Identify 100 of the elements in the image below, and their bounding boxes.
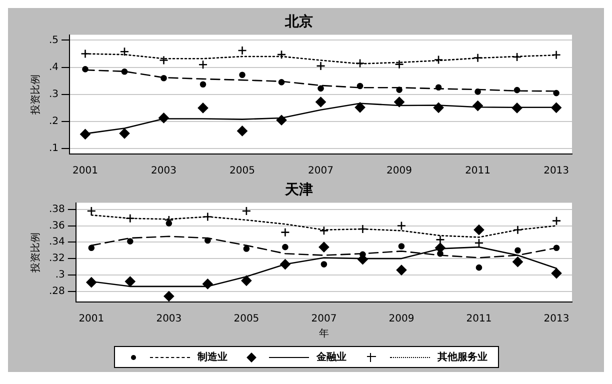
point: [436, 235, 445, 244]
point: [316, 96, 326, 108]
y-tick-label: .5: [48, 34, 59, 46]
point: [158, 112, 169, 124]
point: [237, 126, 248, 136]
point: [396, 221, 406, 230]
point: [356, 82, 364, 90]
y-tick-label: .34: [48, 236, 65, 248]
y-axis-title: 投资比例: [30, 74, 42, 116]
point: [320, 261, 328, 268]
point: [472, 100, 483, 111]
point: [164, 291, 174, 302]
point: [280, 259, 290, 270]
point: [88, 244, 95, 252]
point: [202, 278, 213, 290]
point: [278, 79, 285, 86]
point: [238, 46, 247, 56]
point: [473, 53, 482, 62]
x-tick-label: 2001: [78, 314, 104, 325]
point: [86, 277, 97, 288]
point: [241, 276, 252, 286]
point: [80, 129, 90, 140]
point: [355, 58, 365, 68]
point: [280, 228, 290, 237]
x-axis-title: 年: [318, 328, 329, 340]
x-tick-label: 2013: [544, 166, 570, 177]
point: [396, 264, 407, 276]
y-tick-label: .4: [48, 62, 59, 73]
point: [476, 264, 482, 271]
point: [119, 128, 130, 139]
point: [200, 81, 206, 88]
y-tick-label: .36: [48, 220, 65, 232]
point: [358, 224, 368, 234]
x-tick-label: 2003: [151, 166, 176, 177]
point: [126, 214, 135, 224]
x-tick-label: 2013: [544, 314, 570, 325]
point: [243, 246, 250, 252]
x-tick-label: 2005: [230, 166, 255, 177]
x-tick-label: 2001: [72, 166, 98, 177]
y-tick-label: .3: [55, 270, 65, 281]
x-tick-label: 2009: [386, 166, 412, 177]
point: [437, 250, 444, 257]
point: [512, 102, 522, 114]
point: [316, 61, 326, 71]
point: [276, 50, 286, 60]
point: [276, 114, 287, 126]
chart-title: 天津: [284, 182, 313, 198]
y-tick-label: .2: [48, 116, 59, 128]
point: [512, 52, 522, 62]
point: [474, 88, 481, 95]
point: [282, 244, 288, 250]
point: [553, 244, 560, 252]
point: [318, 85, 324, 92]
point: [239, 72, 246, 78]
point: [203, 212, 212, 222]
x-tick-label: 2005: [234, 314, 260, 325]
point: [121, 68, 128, 75]
x-tick-label: 2007: [308, 166, 334, 177]
point: [125, 276, 136, 287]
y-tick-label: .1: [48, 143, 59, 154]
point: [396, 86, 402, 93]
point: [159, 56, 168, 65]
point: [552, 216, 562, 226]
legend-label: 其他服务业: [438, 350, 488, 364]
point: [474, 238, 484, 248]
point: [553, 90, 560, 96]
point: [204, 237, 211, 244]
point: [434, 55, 444, 64]
x-tick-label: 2003: [156, 314, 182, 325]
point: [551, 268, 562, 278]
point: [514, 86, 520, 94]
point: [398, 243, 405, 250]
y-tick-label: .32: [48, 253, 65, 264]
point: [512, 256, 523, 267]
point: [166, 220, 172, 226]
y-tick-label: .28: [48, 286, 65, 297]
point: [318, 242, 330, 252]
point: [127, 238, 134, 244]
x-tick-label: 2009: [388, 314, 414, 325]
point: [198, 60, 208, 70]
point: [354, 102, 366, 113]
legend-label: 金融业: [316, 350, 346, 364]
point: [120, 46, 130, 56]
point: [513, 225, 522, 235]
x-tick-label: 2007: [311, 314, 337, 325]
point: [551, 102, 562, 113]
x-tick-label: 2011: [466, 314, 492, 325]
legend-label: 制造业: [198, 350, 228, 364]
point: [394, 96, 404, 108]
point: [433, 102, 444, 113]
point: [86, 206, 96, 216]
point: [242, 206, 252, 216]
y-tick-label: .38: [48, 204, 65, 215]
point: [514, 247, 521, 254]
x-tick-label: 2011: [465, 166, 491, 177]
point: [394, 60, 404, 69]
point: [552, 50, 561, 60]
y-tick-label: .3: [48, 88, 59, 100]
point: [435, 84, 442, 91]
point: [198, 102, 208, 114]
